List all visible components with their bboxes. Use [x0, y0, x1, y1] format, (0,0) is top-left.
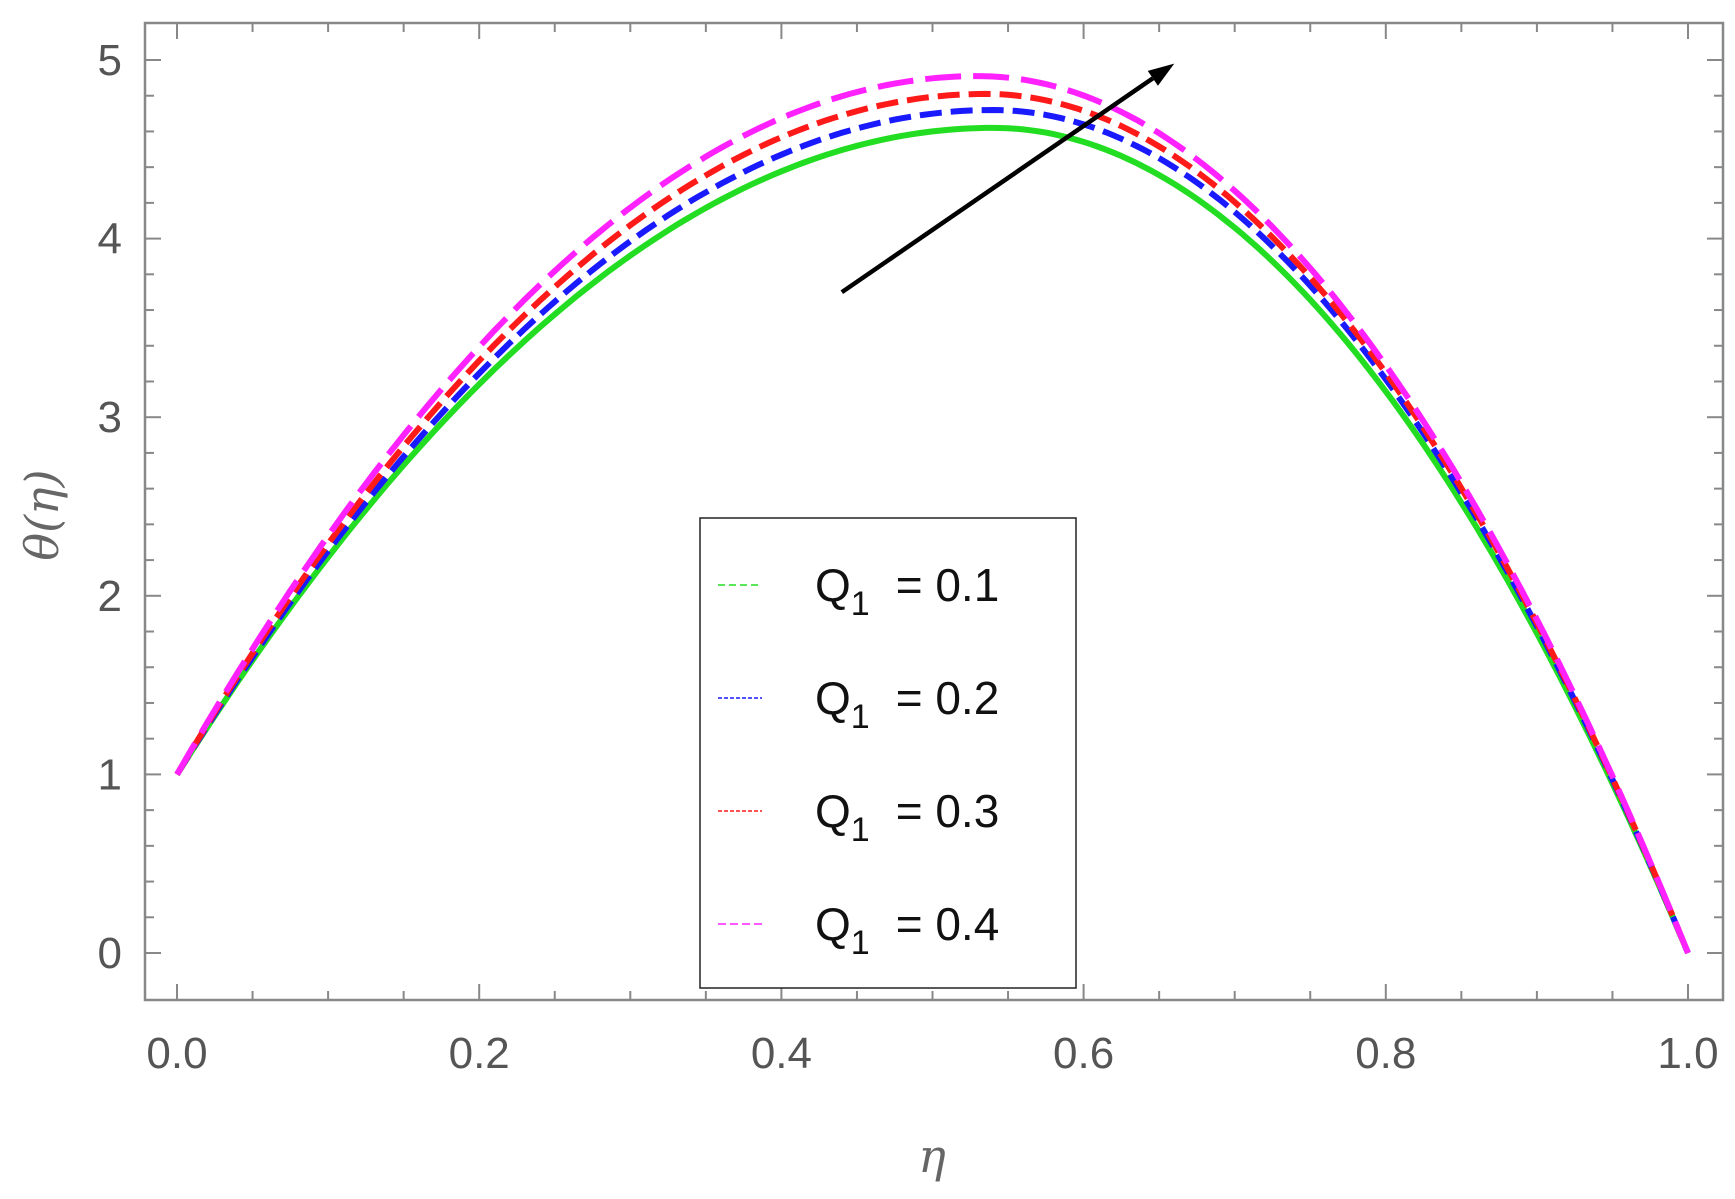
legend-item: Q1 = 0.4 — [718, 898, 999, 962]
legend-label: Q1 = 0.2 — [815, 672, 999, 736]
legend-box — [699, 517, 1077, 989]
plot-frame — [143, 21, 1725, 1002]
y-tick-label: 3 — [98, 393, 122, 442]
legend-item: Q1 = 0.2 — [718, 672, 999, 736]
x-tick-label: 0.2 — [449, 1029, 510, 1078]
arrow-head — [1147, 63, 1175, 86]
y-tick-label: 2 — [98, 572, 122, 621]
series-line-q1-0.1 — [174, 124, 1691, 955]
x-tick-label: 1.0 — [1657, 1029, 1718, 1078]
arrow-shaft — [840, 76, 1155, 295]
x-tick-label: 0.8 — [1355, 1029, 1416, 1078]
series-line-q1-0.3 — [174, 90, 1691, 955]
series-lines — [174, 73, 1691, 955]
legend-items: Q1 = 0.1 Q1 = 0.2 Q1 = 0.3 Q1 = 0.4 — [718, 559, 999, 962]
tick-labels: 0.0 0.2 0.4 0.6 0.8 1.0 0 1 2 3 4 5 — [98, 36, 1719, 1078]
x-tick-label: 0.6 — [1053, 1029, 1114, 1078]
axis-ticks — [145, 23, 1723, 1000]
series-line-q1-0.2 — [174, 106, 1691, 955]
y-axis-label: θ(η) — [15, 469, 69, 560]
y-tick-label: 4 — [98, 215, 122, 264]
y-tick-label: 0 — [98, 929, 122, 978]
annotation-arrow — [840, 63, 1175, 295]
legend: Q1 = 0.1 Q1 = 0.2 Q1 = 0.3 Q1 = 0.4 — [699, 517, 1077, 989]
y-tick-label: 5 — [98, 36, 122, 85]
y-tick-label: 1 — [98, 750, 122, 799]
legend-item: Q1 = 0.3 — [718, 785, 999, 849]
x-axis-label: η — [918, 1129, 946, 1183]
x-tick-label: 0.4 — [751, 1029, 812, 1078]
legend-label: Q1 = 0.3 — [815, 785, 999, 849]
legend-label: Q1 = 0.1 — [815, 559, 999, 623]
legend-item: Q1 = 0.1 — [718, 559, 999, 623]
x-tick-label: 0.0 — [146, 1029, 207, 1078]
legend-label: Q1 = 0.4 — [815, 898, 999, 962]
series-line-q1-0.4 — [174, 73, 1691, 955]
